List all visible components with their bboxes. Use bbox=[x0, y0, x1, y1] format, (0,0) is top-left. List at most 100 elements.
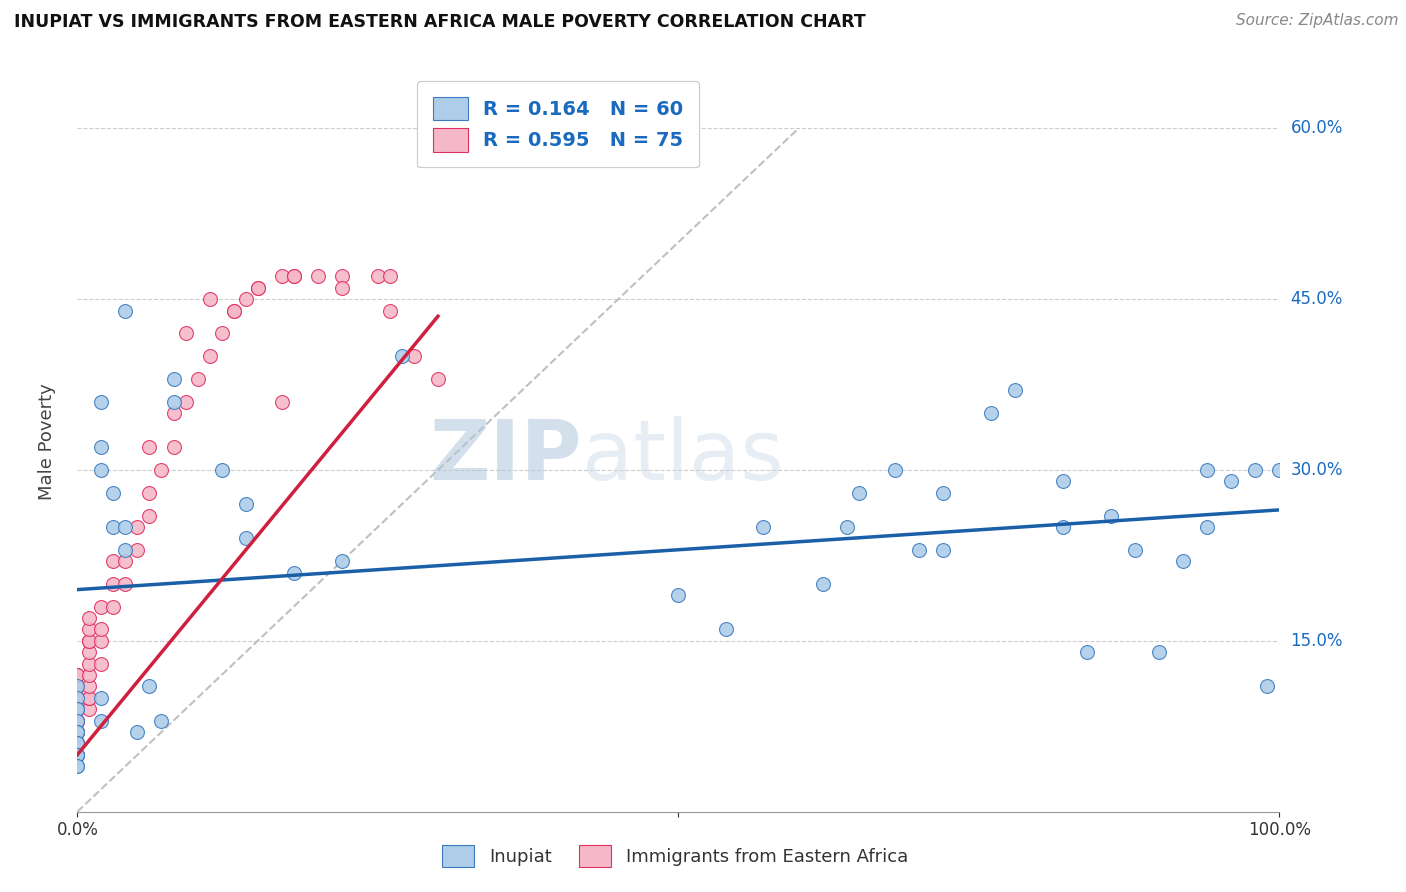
Point bbox=[66, 714, 89, 728]
Point bbox=[66, 690, 89, 705]
Point bbox=[114, 542, 136, 557]
Point bbox=[114, 520, 136, 534]
Text: 60.0%: 60.0% bbox=[1291, 120, 1343, 137]
Point bbox=[1244, 463, 1267, 477]
Point bbox=[79, 623, 101, 637]
Point bbox=[114, 554, 136, 568]
Point bbox=[235, 292, 257, 306]
Point bbox=[66, 702, 89, 716]
Point bbox=[932, 485, 955, 500]
Point bbox=[668, 588, 690, 602]
Point bbox=[378, 269, 401, 284]
Point bbox=[90, 657, 112, 671]
Point bbox=[103, 577, 125, 591]
Point bbox=[103, 485, 125, 500]
Point bbox=[79, 680, 101, 694]
Point bbox=[283, 269, 305, 284]
Point bbox=[66, 747, 89, 762]
Point bbox=[1099, 508, 1122, 523]
Point bbox=[66, 759, 89, 773]
Point bbox=[883, 463, 905, 477]
Point bbox=[66, 702, 89, 716]
Point bbox=[66, 736, 89, 750]
Point bbox=[835, 520, 858, 534]
Point bbox=[138, 508, 160, 523]
Point bbox=[330, 281, 353, 295]
Point bbox=[90, 623, 112, 637]
Y-axis label: Male Poverty: Male Poverty bbox=[38, 384, 56, 500]
Point bbox=[174, 326, 197, 341]
Text: 15.0%: 15.0% bbox=[1291, 632, 1343, 650]
Text: ZIP: ZIP bbox=[430, 416, 582, 497]
Point bbox=[66, 747, 89, 762]
Point bbox=[66, 747, 89, 762]
Point bbox=[174, 394, 197, 409]
Point bbox=[66, 725, 89, 739]
Point bbox=[127, 542, 149, 557]
Point bbox=[1197, 520, 1219, 534]
Point bbox=[811, 577, 834, 591]
Point bbox=[330, 554, 353, 568]
Point bbox=[66, 725, 89, 739]
Point bbox=[1076, 645, 1098, 659]
Point bbox=[235, 532, 257, 546]
Legend: Inupiat, Immigrants from Eastern Africa: Inupiat, Immigrants from Eastern Africa bbox=[434, 838, 915, 874]
Point bbox=[908, 542, 931, 557]
Point bbox=[1197, 463, 1219, 477]
Point bbox=[90, 599, 112, 614]
Point bbox=[246, 281, 269, 295]
Point bbox=[114, 577, 136, 591]
Point bbox=[103, 554, 125, 568]
Point bbox=[66, 680, 89, 694]
Point bbox=[848, 485, 870, 500]
Point bbox=[127, 520, 149, 534]
Point bbox=[367, 269, 389, 284]
Point bbox=[66, 702, 89, 716]
Point bbox=[66, 747, 89, 762]
Point bbox=[66, 714, 89, 728]
Point bbox=[211, 326, 233, 341]
Point bbox=[66, 747, 89, 762]
Point bbox=[1149, 645, 1171, 659]
Point bbox=[283, 269, 305, 284]
Point bbox=[66, 680, 89, 694]
Point bbox=[716, 623, 738, 637]
Point bbox=[150, 463, 173, 477]
Legend: R = 0.164   N = 60, R = 0.595   N = 75: R = 0.164 N = 60, R = 0.595 N = 75 bbox=[418, 81, 699, 168]
Point bbox=[79, 690, 101, 705]
Point bbox=[66, 702, 89, 716]
Point bbox=[378, 303, 401, 318]
Point bbox=[79, 702, 101, 716]
Point bbox=[66, 690, 89, 705]
Point bbox=[79, 690, 101, 705]
Point bbox=[162, 406, 184, 420]
Point bbox=[114, 303, 136, 318]
Point bbox=[66, 736, 89, 750]
Point bbox=[235, 497, 257, 511]
Point bbox=[402, 349, 425, 363]
Text: atlas: atlas bbox=[582, 416, 785, 497]
Point bbox=[79, 611, 101, 625]
Point bbox=[103, 599, 125, 614]
Point bbox=[1123, 542, 1146, 557]
Point bbox=[162, 394, 184, 409]
Point bbox=[66, 725, 89, 739]
Point bbox=[391, 349, 413, 363]
Point bbox=[283, 566, 305, 580]
Point bbox=[932, 542, 955, 557]
Point bbox=[162, 440, 184, 454]
Point bbox=[427, 372, 450, 386]
Point bbox=[138, 440, 160, 454]
Point bbox=[222, 303, 245, 318]
Point bbox=[1268, 463, 1291, 477]
Point bbox=[162, 372, 184, 386]
Point bbox=[66, 714, 89, 728]
Text: INUPIAT VS IMMIGRANTS FROM EASTERN AFRICA MALE POVERTY CORRELATION CHART: INUPIAT VS IMMIGRANTS FROM EASTERN AFRIC… bbox=[14, 13, 866, 31]
Point bbox=[66, 736, 89, 750]
Point bbox=[186, 372, 209, 386]
Text: 30.0%: 30.0% bbox=[1291, 461, 1343, 479]
Point bbox=[66, 668, 89, 682]
Point bbox=[79, 633, 101, 648]
Point bbox=[1004, 384, 1026, 398]
Point bbox=[980, 406, 1002, 420]
